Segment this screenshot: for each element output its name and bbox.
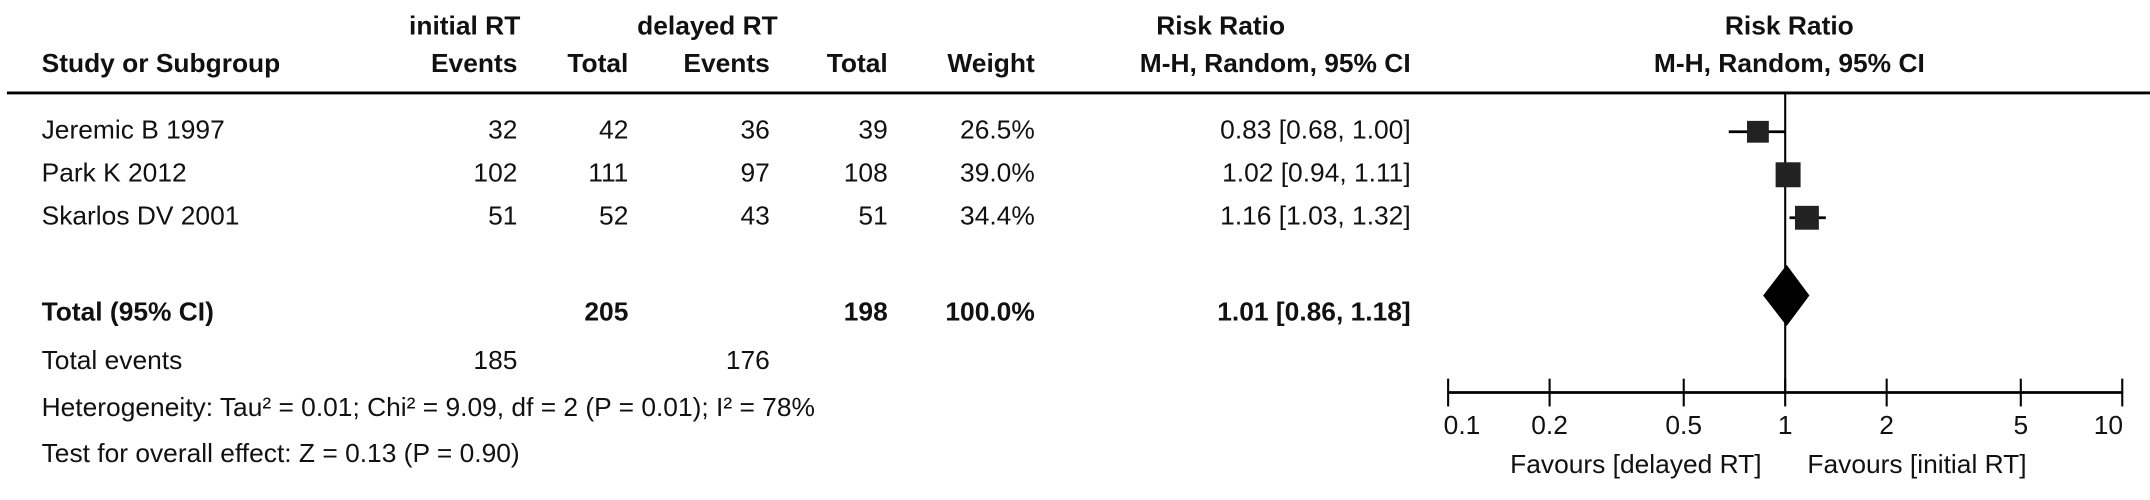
study-ci-text: 1.02 [0.94, 1.11] — [1222, 159, 1411, 189]
study-total1: 111 — [588, 159, 629, 189]
study-total1: 52 — [599, 202, 629, 232]
group1-header: initial RT — [409, 12, 521, 42]
study-ci-text: 1.16 [1.03, 1.32] — [1220, 202, 1411, 232]
study-total2: 51 — [858, 202, 888, 232]
plot-method: M-H, Random, 95% CI — [1653, 49, 1925, 80]
effect-col-title: Risk Ratio — [1156, 12, 1286, 42]
total-events2: 176 — [725, 346, 770, 376]
x-tick-label: 0.1 — [1443, 411, 1481, 442]
events1-header: Events — [430, 49, 518, 80]
study-weight: 39.0% — [960, 159, 1035, 189]
effect-col-method: M-H, Random, 95% CI — [1139, 49, 1411, 80]
study-col-header: Study or Subgroup — [41, 49, 281, 80]
total2-value: 198 — [843, 298, 888, 328]
study-point-marker — [1794, 205, 1819, 230]
study-name: Skarlos DV 2001 — [41, 202, 240, 232]
weight-header: Weight — [947, 49, 1035, 80]
total1-value: 205 — [584, 298, 629, 328]
x-tick-label: 5 — [2013, 411, 2029, 442]
study-weight: 34.4% — [960, 202, 1035, 232]
x-tick-label: 10 — [2093, 411, 2124, 442]
total-weight: 100.0% — [945, 298, 1035, 328]
study-total1: 42 — [599, 116, 629, 146]
study-name: Park K 2012 — [41, 159, 187, 189]
x-tick-label: 0.5 — [1665, 411, 1703, 442]
pooled-effect-diamond — [1763, 264, 1810, 326]
total2-header: Total — [826, 49, 888, 80]
x-tick-label: 2 — [1879, 411, 1894, 442]
events2-header: Events — [683, 49, 770, 80]
study-events2: 97 — [740, 159, 770, 189]
study-weight: 26.5% — [960, 116, 1035, 146]
plot-title: Risk Ratio — [1724, 12, 1854, 42]
study-total2: 39 — [858, 116, 888, 146]
study-point-marker — [1775, 162, 1801, 188]
total-events1: 185 — [473, 346, 518, 376]
favours-left-label: Favours [delayed RT] — [1510, 450, 1762, 480]
study-events1: 32 — [488, 116, 518, 146]
total-label: Total (95% CI) — [41, 298, 214, 328]
total-events-label: Total events — [41, 346, 183, 376]
heterogeneity-text: Heterogeneity: Tau² = 0.01; Chi² = 9.09,… — [41, 393, 815, 424]
overall-effect-text: Test for overall effect: Z = 0.13 (P = 0… — [41, 439, 520, 469]
study-total2: 108 — [843, 159, 888, 189]
group2-header: delayed RT — [637, 12, 778, 42]
total-ci-text: 1.01 [0.86, 1.18] — [1217, 298, 1411, 328]
study-events1: 102 — [473, 159, 518, 189]
study-ci-text: 0.83 [0.68, 1.00] — [1220, 116, 1411, 146]
study-events2: 43 — [740, 202, 770, 232]
favours-right-label: Favours [initial RT] — [1807, 450, 2027, 480]
x-tick-label: 0.2 — [1531, 411, 1568, 442]
study-name: Jeremic B 1997 — [41, 116, 225, 146]
total1-header: Total — [567, 49, 629, 80]
study-events1: 51 — [488, 202, 518, 232]
study-point-marker — [1747, 120, 1769, 143]
study-events2: 36 — [740, 116, 770, 146]
x-tick-label: 1 — [1777, 411, 1793, 442]
